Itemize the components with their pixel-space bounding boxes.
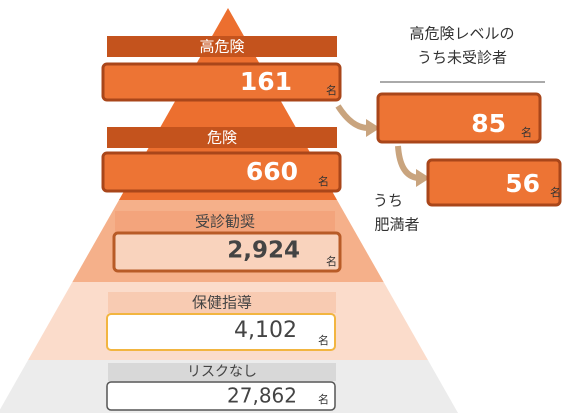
arrow-head <box>366 119 380 137</box>
unit: 名 <box>326 254 337 268</box>
level-label: 危険 <box>207 129 237 147</box>
side-title: 高危険レベルの <box>409 25 514 43</box>
level-label: 高危険 <box>199 38 244 56</box>
unit: 名 <box>550 185 561 199</box>
count: 56 <box>505 169 540 198</box>
count-box <box>112 231 342 273</box>
level-label: 保健指導 <box>192 294 252 312</box>
obese-label: うち <box>373 192 403 210</box>
count: 161 <box>240 67 292 96</box>
count-box <box>376 92 542 144</box>
arrow-head <box>416 169 430 187</box>
count: 2,924 <box>227 238 300 264</box>
side-title: うち未受診者 <box>417 49 507 67</box>
count-box <box>106 381 336 411</box>
count-box <box>426 158 562 207</box>
unit: 名 <box>326 83 337 97</box>
count: 27,862 <box>227 384 297 408</box>
unit: 名 <box>318 174 329 188</box>
arrow <box>335 104 369 131</box>
count: 4,102 <box>234 318 297 343</box>
count: 660 <box>246 157 298 186</box>
level-label: リスクなし <box>187 364 257 380</box>
banner <box>108 363 336 381</box>
banner <box>108 292 336 313</box>
count-box <box>101 151 342 193</box>
obese-label: 肥満者 <box>374 216 419 234</box>
count: 85 <box>471 109 506 138</box>
unit: 名 <box>521 125 532 139</box>
banner <box>107 36 337 57</box>
unit: 名 <box>318 333 329 347</box>
unit: 名 <box>318 392 329 406</box>
count-box <box>101 62 342 102</box>
level-label: 受診勧奨 <box>195 213 255 231</box>
banner <box>107 127 337 148</box>
arrow <box>395 145 419 181</box>
count-box <box>106 313 336 351</box>
banner <box>115 211 335 232</box>
